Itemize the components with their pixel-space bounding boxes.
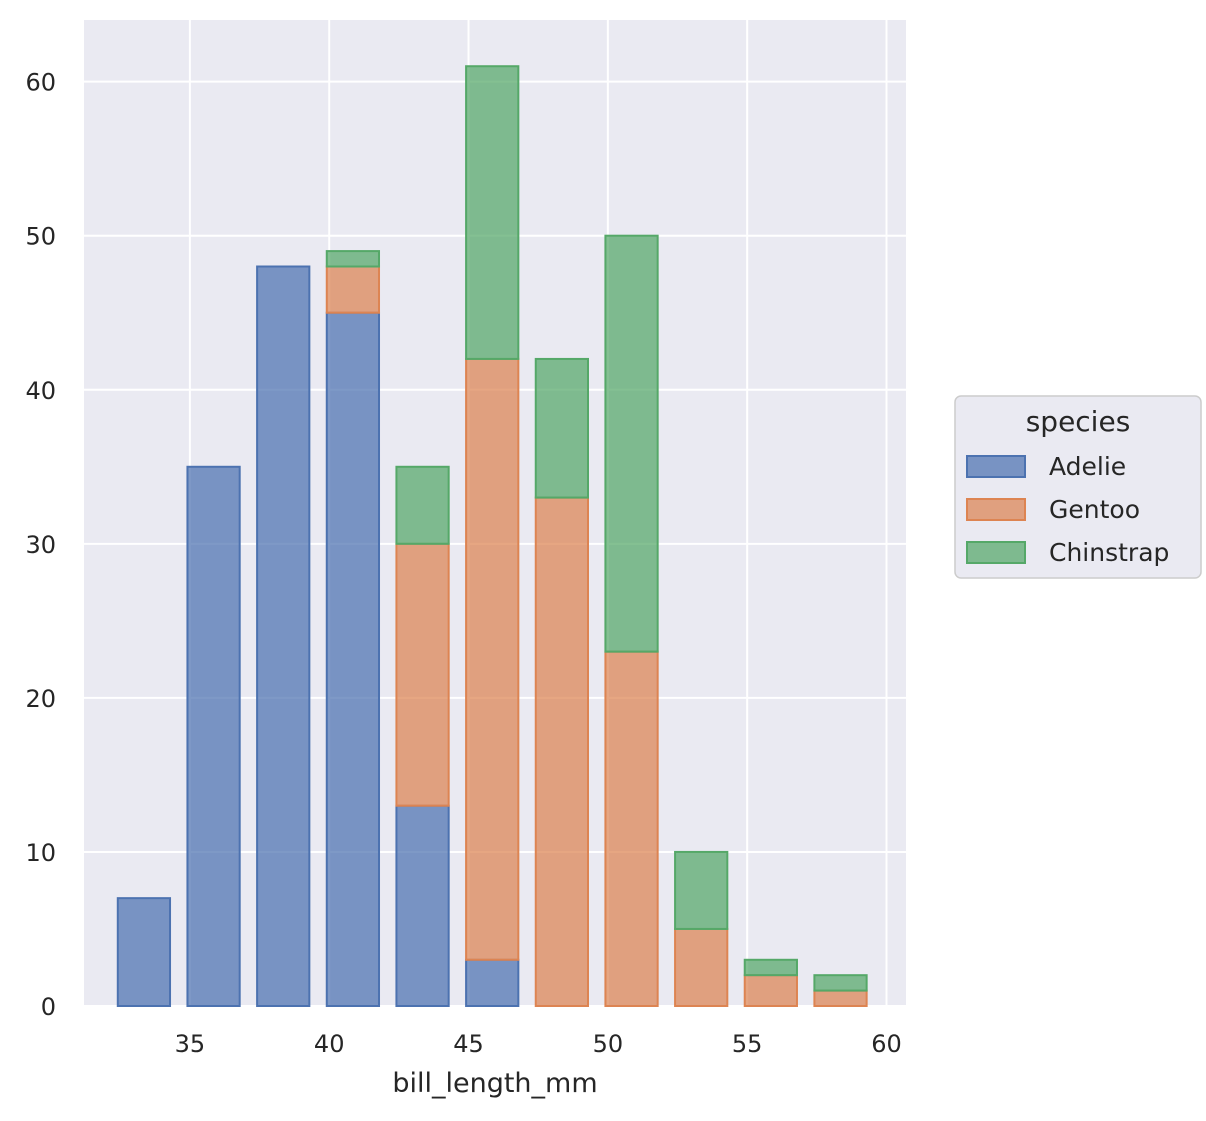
x-tick-label: 45 xyxy=(453,1030,484,1058)
legend-items: Adelie Gentoo Chinstrap xyxy=(966,452,1169,567)
bar-chinstrap xyxy=(395,465,450,545)
y-tick-label: 0 xyxy=(41,993,56,1021)
y-tick-label: 30 xyxy=(25,531,56,559)
x-tick-label: 60 xyxy=(871,1030,902,1058)
bar-gentoo xyxy=(813,989,868,1007)
bar-adelie xyxy=(116,897,172,1007)
y-tick-label: 50 xyxy=(25,223,56,251)
x-tick-label: 40 xyxy=(314,1030,345,1058)
bar-adelie xyxy=(395,804,450,1007)
bar-gentoo xyxy=(743,974,798,1007)
x-tick-label: 55 xyxy=(732,1030,763,1058)
x-tick-label: 35 xyxy=(175,1030,206,1058)
bar-gentoo xyxy=(325,265,381,314)
bars xyxy=(116,65,868,1007)
legend-title: species xyxy=(1026,405,1131,438)
legend-label-chinstrap: Chinstrap xyxy=(1049,538,1169,567)
bar-chinstrap xyxy=(743,958,798,977)
legend-label-adelie: Adelie xyxy=(1049,452,1126,481)
bar-chinstrap xyxy=(534,357,589,499)
bar-gentoo xyxy=(395,542,450,807)
bar-gentoo xyxy=(674,927,729,1007)
bar-chinstrap xyxy=(465,65,520,360)
bar-adelie xyxy=(256,265,311,1007)
bar-adelie xyxy=(465,958,520,1007)
x-axis-label: bill_length_mm xyxy=(392,1068,597,1099)
y-tick-label: 20 xyxy=(25,685,56,713)
legend-swatch-chinstrap xyxy=(966,541,1026,564)
legend: species Adelie Gentoo Chinstrap xyxy=(954,395,1202,579)
legend-swatch-gentoo xyxy=(966,498,1026,521)
legend-label-gentoo: Gentoo xyxy=(1049,495,1140,524)
y-tick-labels: 0 10 20 30 40 50 60 xyxy=(25,69,56,1021)
bar-chinstrap xyxy=(325,250,381,268)
x-tick-label: 50 xyxy=(593,1030,624,1058)
bar-adelie xyxy=(186,465,241,1007)
y-tick-label: 60 xyxy=(25,69,56,97)
y-tick-label: 10 xyxy=(25,839,56,867)
y-tick-label: 40 xyxy=(25,377,56,405)
legend-frame xyxy=(954,395,1202,579)
bar-gentoo xyxy=(534,496,589,1007)
legend-swatch-adelie xyxy=(966,455,1026,478)
bar-chinstrap xyxy=(813,974,868,992)
bar-chinstrap xyxy=(604,234,659,653)
bar-adelie xyxy=(325,311,381,1007)
bar-chinstrap xyxy=(674,850,729,930)
bar-gentoo xyxy=(465,357,520,961)
bar-gentoo xyxy=(604,650,659,1007)
x-tick-labels: 35 40 45 50 55 60 xyxy=(175,1030,902,1058)
